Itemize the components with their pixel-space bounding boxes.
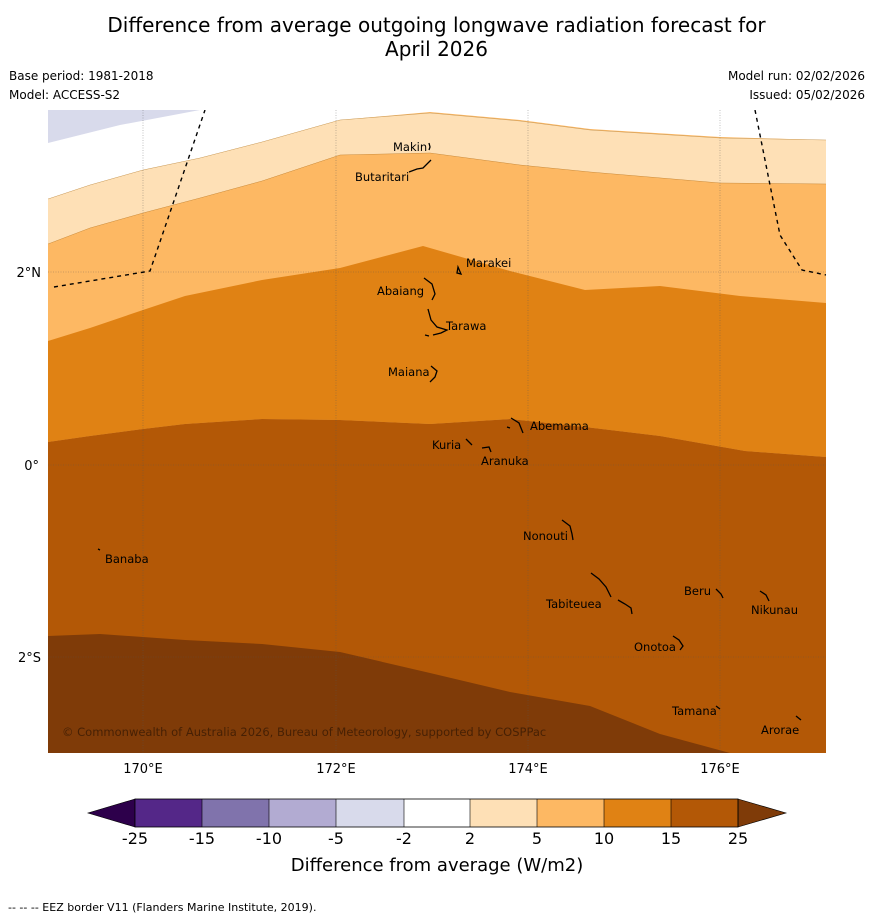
place-labels: Makin Butaritari Marakei Abaiang Tarawa … <box>105 140 799 737</box>
colorbar-arrow-high <box>737 798 788 828</box>
y-tick-2n: 2°N <box>17 266 42 281</box>
colorbar-label-6: 5 <box>532 829 542 848</box>
colorbar-seg-6 <box>537 799 604 827</box>
band-above-25 <box>48 634 730 753</box>
axis-labels: 170°E 172°E 174°E 176°E 2°N 0° 2°S <box>17 266 740 777</box>
model-run-date: Model run: 02/02/2026 <box>727 69 865 83</box>
colorbar-seg-0 <box>135 799 202 827</box>
page-title-line1: Difference from average outgoing longwav… <box>107 13 766 37</box>
label-banaba: Banaba <box>105 552 149 566</box>
label-maiana: Maiana <box>388 365 430 379</box>
band-2-5 <box>48 113 826 244</box>
colorbar: -25 -15 -10 -5 -2 2 5 10 15 25 Differenc… <box>86 798 788 876</box>
base-period: Base period: 1981-2018 <box>9 69 154 83</box>
label-nonouti: Nonouti <box>523 529 568 543</box>
label-kuria: Kuria <box>432 438 461 452</box>
label-tamana: Tamana <box>671 704 717 718</box>
colorbar-label-3: -5 <box>328 829 344 848</box>
issued-date: Issued: 05/02/2026 <box>749 88 865 102</box>
colorbar-seg-2 <box>269 799 336 827</box>
label-arorae: Arorae <box>761 723 799 737</box>
colorbar-label-2: -10 <box>256 829 282 848</box>
x-tick-170: 170°E <box>123 762 163 777</box>
islands <box>97 142 802 721</box>
y-tick-0: 0° <box>24 459 39 474</box>
x-tick-172: 172°E <box>316 762 356 777</box>
eez-border-west <box>53 110 206 288</box>
colorbar-arrow-low <box>86 798 136 828</box>
label-tarawa: Tarawa <box>445 319 486 333</box>
model-name: Model: ACCESS-S2 <box>9 88 121 102</box>
label-beru: Beru <box>684 584 711 598</box>
x-tick-174: 174°E <box>508 762 548 777</box>
colorbar-seg-3 <box>336 799 404 827</box>
colorbar-label-5: 2 <box>465 829 475 848</box>
band-10-15 <box>48 246 826 457</box>
colorbar-label-4: -2 <box>396 829 412 848</box>
copyright-text: © Commonwealth of Australia 2026, Bureau… <box>62 725 546 739</box>
colorbar-label-8: 15 <box>661 829 681 848</box>
colorbar-seg-4 <box>404 799 470 827</box>
band-neutral <box>48 110 826 199</box>
map-area: Makin Butaritari Marakei Abaiang Tarawa … <box>48 110 826 753</box>
label-aranuka: Aranuka <box>481 454 529 468</box>
colorbar-title: Difference from average (W/m2) <box>291 855 583 876</box>
colorbar-label-7: 10 <box>594 829 614 848</box>
eez-footnote: -- -- -- EEZ border V11 (Flanders Marine… <box>8 901 317 914</box>
colorbar-label-9: 25 <box>728 829 748 848</box>
label-tabiteuea: Tabiteuea <box>545 597 602 611</box>
colorbar-seg-7 <box>604 799 671 827</box>
page-title-line2: April 2026 <box>385 37 488 61</box>
band-neg-2-5 <box>48 110 200 143</box>
colorbar-seg-1 <box>202 799 269 827</box>
colorbar-label-0: -25 <box>122 829 148 848</box>
label-abaiang: Abaiang <box>377 284 424 298</box>
x-tick-176: 176°E <box>700 762 740 777</box>
label-butaritari: Butaritari <box>355 170 409 184</box>
label-nikunau: Nikunau <box>751 603 798 617</box>
label-marakei: Marakei <box>466 256 511 270</box>
colorbar-seg-8 <box>671 799 738 827</box>
label-onotoa: Onotoa <box>634 640 676 654</box>
label-makin: Makin <box>393 140 427 154</box>
gridlines <box>48 110 826 753</box>
label-abemama: Abemama <box>530 419 589 433</box>
y-tick-2s: 2°S <box>18 651 41 666</box>
colorbar-label-1: -15 <box>189 829 215 848</box>
colorbar-seg-5 <box>470 799 537 827</box>
